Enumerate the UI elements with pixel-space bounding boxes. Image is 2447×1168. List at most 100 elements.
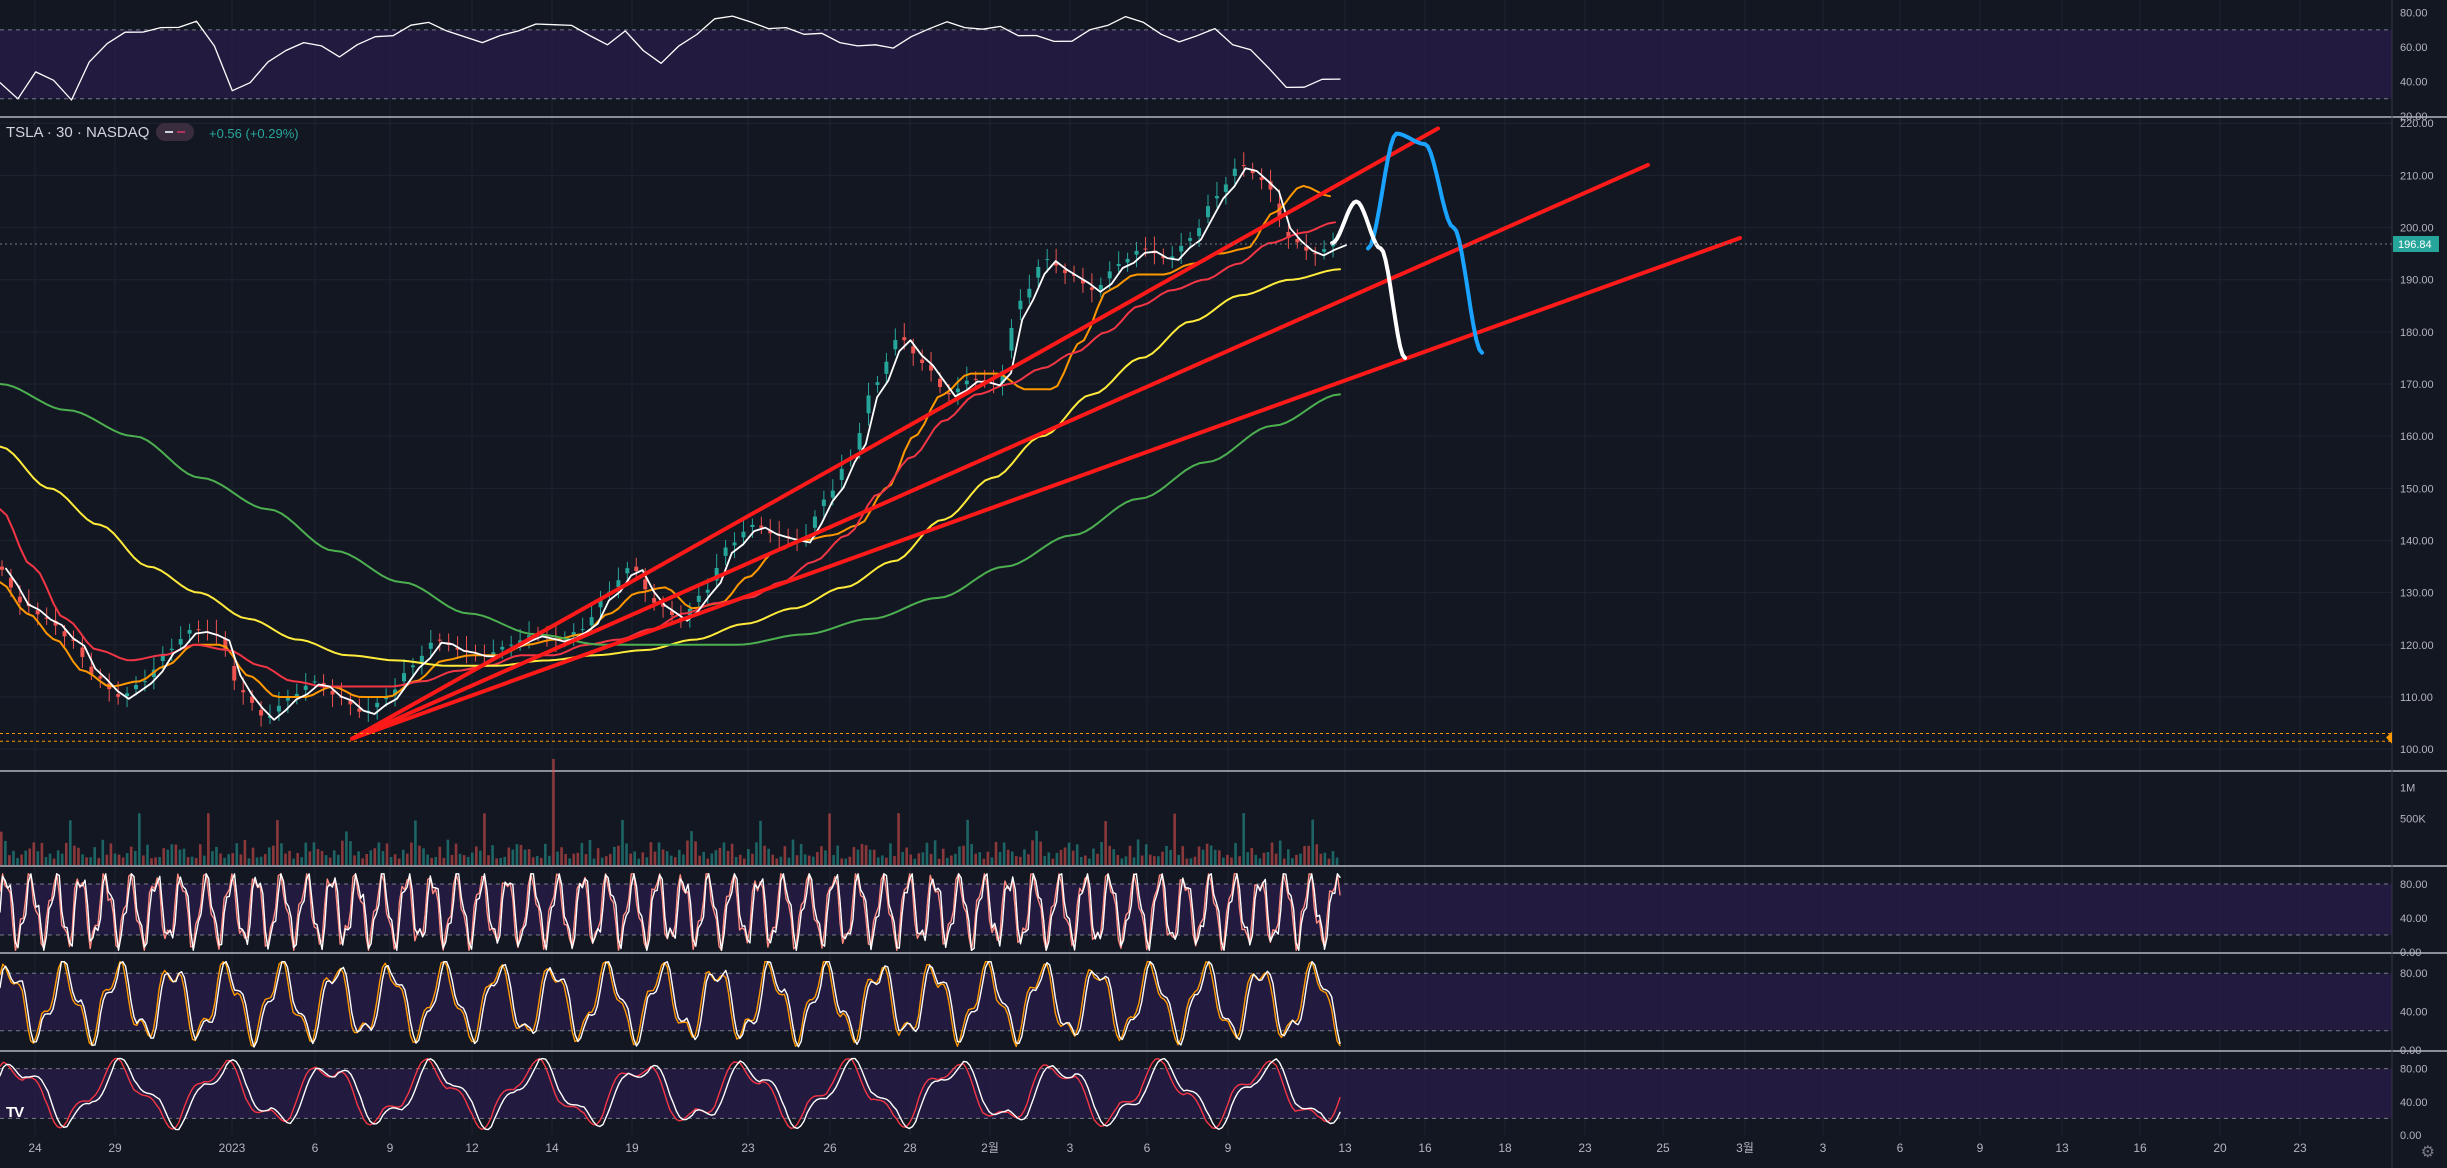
candle-body [1054, 261, 1059, 266]
volume-bar [166, 849, 170, 865]
candle-body [929, 364, 934, 371]
volume-bar [1108, 845, 1111, 865]
volume-bar [1258, 858, 1262, 865]
x-tick-label: 28 [903, 1141, 917, 1155]
volume-bar [905, 847, 908, 865]
volume-bar [1088, 858, 1091, 865]
volume-bar [186, 857, 190, 865]
volume-bar [442, 857, 446, 865]
candle-body [160, 653, 165, 662]
series-toggle-button[interactable] [156, 123, 194, 141]
volume-bar [308, 851, 312, 865]
volume-bar [97, 858, 101, 865]
candle-body [1313, 253, 1318, 255]
symbol-title[interactable]: TSLA · 30 · NASDAQ [6, 124, 150, 141]
candle-body [1331, 244, 1336, 247]
volume-bar [945, 857, 949, 865]
volume-bar [1295, 854, 1298, 865]
y-tick-label: 40.00 [2400, 77, 2428, 89]
volume-bar [1031, 840, 1034, 865]
volume-bar [1100, 841, 1103, 865]
volume-bar [747, 849, 750, 865]
x-tick-label: 9 [1977, 1141, 1984, 1155]
candle-body [625, 568, 630, 574]
volume-bar [292, 858, 295, 865]
volume-bar [901, 851, 904, 865]
volume-bar [215, 846, 218, 865]
volume-bar [0, 831, 3, 865]
volume-bar [1287, 849, 1290, 865]
candle-body [661, 603, 666, 607]
volume-bar [641, 852, 645, 865]
volume-bar [353, 855, 356, 865]
volume-bar [1006, 849, 1010, 865]
moving-average-line [0, 221, 1336, 688]
volume-bar [332, 850, 336, 865]
volume-bar [876, 857, 880, 865]
candle-body [982, 380, 987, 382]
volume-bar [1230, 857, 1233, 865]
volume-bar [1238, 856, 1241, 865]
candle-body [491, 652, 496, 655]
volume-bar [742, 858, 746, 865]
volume-bar [178, 849, 182, 865]
y-tick-label: 130.00 [2400, 588, 2434, 600]
x-tick-label: 3 [1820, 1141, 1827, 1155]
volume-bar [710, 853, 714, 865]
x-tick-label: 13 [1338, 1141, 1352, 1155]
volume-bar [1136, 839, 1140, 865]
volume-bar [1096, 853, 1099, 865]
volume-bar [1043, 856, 1047, 865]
candle-body [946, 392, 951, 395]
volume-bar [20, 854, 23, 865]
volume-bar [535, 856, 539, 865]
volume-bar [28, 848, 32, 865]
x-tick-label: 16 [1418, 1141, 1432, 1155]
volume-bar [454, 843, 458, 865]
stochastic-signal-line [0, 961, 1341, 1048]
volume-bar [341, 840, 344, 865]
volume-bar [941, 848, 945, 865]
volume-bar [966, 819, 969, 865]
volume-bar [304, 842, 308, 865]
volume-bar [211, 851, 214, 865]
trend-line [350, 126, 1440, 741]
candle-body [580, 629, 585, 631]
candle-body [62, 631, 67, 637]
volume-bar [1327, 858, 1331, 865]
volume-bar [1120, 858, 1124, 865]
candle-body [911, 346, 916, 354]
volume-bar [755, 842, 758, 865]
volume-bar [1144, 844, 1148, 865]
volume-bar [771, 854, 774, 865]
volume-bar [377, 842, 381, 865]
volume-bar [962, 845, 965, 865]
volume-bar [158, 857, 161, 865]
volume-bar [52, 858, 56, 865]
volume-bar [1262, 852, 1266, 865]
volume-bar [1067, 842, 1071, 865]
volume-bar [1315, 844, 1319, 865]
volume-bar [673, 857, 677, 865]
volume-bar [121, 857, 125, 865]
volume-bar [820, 846, 823, 865]
volume-bar [897, 813, 900, 865]
volume-bar [1181, 846, 1185, 865]
volume-bar [422, 848, 425, 865]
volume-bar [503, 856, 507, 865]
volume-bar [495, 858, 498, 865]
gear-icon[interactable]: ⚙ [2420, 1144, 2435, 1161]
volume-bar [288, 850, 291, 865]
volume-bar [267, 847, 271, 865]
volume-bar [860, 843, 864, 865]
volume-bar [1071, 850, 1075, 865]
volume-bar [1185, 858, 1189, 865]
volume-bar [527, 849, 531, 865]
candle-body [1232, 168, 1237, 176]
candle-body [938, 378, 942, 388]
alert-marker [2386, 731, 2392, 744]
volume-bar [162, 848, 165, 865]
volume-bar [852, 847, 856, 865]
y-tick-label: 0.00 [2400, 1130, 2421, 1142]
